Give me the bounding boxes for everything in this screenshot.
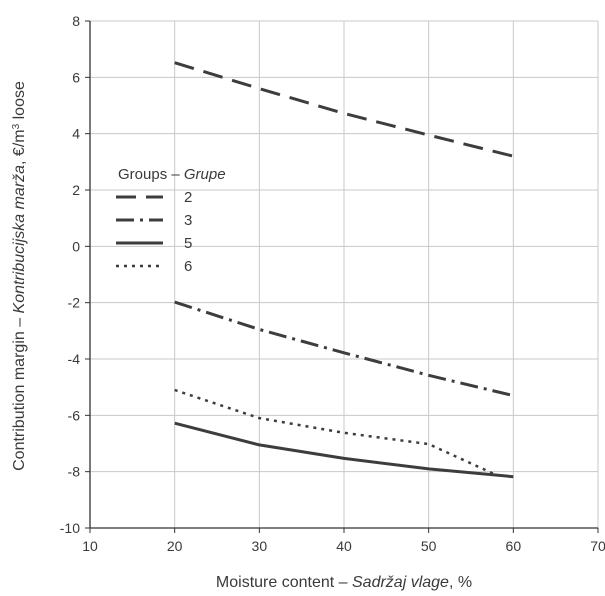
- x-tick-label: 70: [590, 538, 605, 554]
- series-line-6: [174, 388, 497, 477]
- legend: Groups – Grupe 2 3 5 6: [116, 166, 226, 275]
- legend-title: Groups – Grupe: [118, 166, 226, 183]
- series-lines: [174, 61, 514, 479]
- x-tick-label: 30: [252, 538, 268, 554]
- axes: [85, 20, 599, 533]
- y-axis-title: Contribution margin – Kontribucijska mar…: [11, 81, 29, 471]
- y-tick-label: 4: [72, 126, 80, 142]
- x-tick-label: 10: [82, 538, 98, 554]
- series-line-5: [174, 421, 514, 479]
- y-tick-label: -10: [60, 520, 80, 536]
- legend-label-5: 5: [184, 235, 192, 252]
- y-tick-label: -4: [68, 351, 81, 367]
- tick-labels: 10 20 30 40 50 60 70 -10 -8 -6 -4 -2 0 2 4 6 8: [60, 13, 605, 554]
- legend-label-3: 3: [184, 212, 192, 229]
- grid-lines: [89, 20, 599, 529]
- legend-label-2: 2: [184, 189, 192, 206]
- x-tick-label: 50: [421, 538, 437, 554]
- y-tick-label: 0: [72, 238, 80, 254]
- y-tick-label: -6: [68, 407, 81, 423]
- y-tick-label: -8: [68, 464, 81, 480]
- legend-label-6: 6: [184, 258, 192, 275]
- y-tick-label: 8: [72, 13, 80, 29]
- x-tick-label: 20: [167, 538, 183, 554]
- x-tick-label: 60: [506, 538, 522, 554]
- x-axis-title: Moisture content – Sadržaj vlage, %: [216, 574, 472, 591]
- series-line-3: [174, 300, 514, 398]
- y-tick-label: -2: [68, 295, 81, 311]
- x-tick-label: 40: [336, 538, 352, 554]
- y-tick-label: 2: [72, 182, 80, 198]
- y-tick-label: 6: [72, 69, 80, 85]
